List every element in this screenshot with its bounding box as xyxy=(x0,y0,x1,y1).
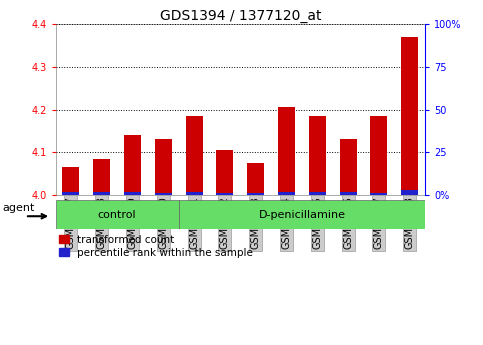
Bar xyxy=(401,37,418,195)
Bar xyxy=(216,150,233,195)
Bar xyxy=(278,107,295,195)
Bar xyxy=(247,163,264,195)
Bar xyxy=(93,159,110,195)
Bar xyxy=(340,193,356,195)
Bar xyxy=(185,116,202,195)
Bar xyxy=(185,192,202,195)
Text: control: control xyxy=(98,210,136,220)
Bar xyxy=(340,139,356,195)
Bar xyxy=(62,193,79,195)
Bar xyxy=(124,135,141,195)
Legend: transformed count, percentile rank within the sample: transformed count, percentile rank withi… xyxy=(58,235,253,258)
FancyBboxPatch shape xyxy=(56,200,179,229)
Bar xyxy=(155,193,172,195)
Bar xyxy=(93,193,110,195)
Bar xyxy=(278,192,295,195)
Bar xyxy=(401,190,418,195)
Bar xyxy=(370,193,387,195)
Bar xyxy=(247,193,264,195)
FancyBboxPatch shape xyxy=(179,200,425,229)
Title: GDS1394 / 1377120_at: GDS1394 / 1377120_at xyxy=(159,9,321,23)
Bar xyxy=(124,193,141,195)
Bar xyxy=(370,116,387,195)
Text: D-penicillamine: D-penicillamine xyxy=(258,210,345,220)
Bar xyxy=(309,116,326,195)
Bar xyxy=(155,139,172,195)
Bar xyxy=(62,167,79,195)
Bar xyxy=(309,192,326,195)
Bar xyxy=(216,193,233,195)
Text: agent: agent xyxy=(3,203,35,213)
